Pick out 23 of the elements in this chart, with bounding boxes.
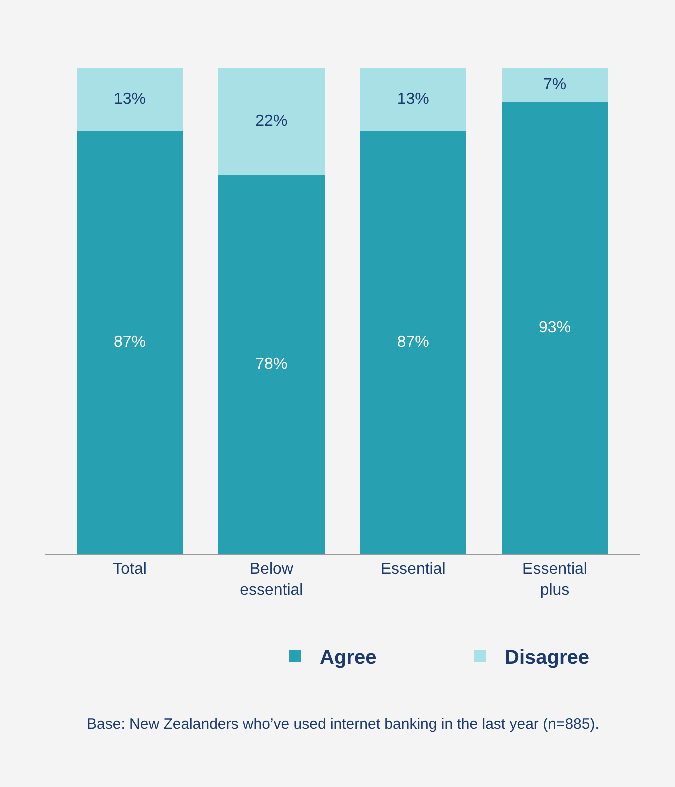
data-label: 87%: [114, 334, 146, 352]
data-label: 13%: [114, 91, 146, 108]
x-tick-label: Essential: [380, 561, 446, 578]
bar: [502, 102, 608, 554]
bar: [360, 131, 466, 554]
bar: [218, 68, 325, 175]
bar: [76, 131, 184, 554]
data-label: 13%: [397, 91, 430, 108]
bar: [76, 68, 184, 132]
legend-label: Agree: [320, 646, 377, 669]
data-label: 87%: [397, 334, 430, 352]
x-tick-label: Below essential: [240, 561, 304, 599]
bar: [360, 68, 466, 132]
data-label: 93%: [538, 320, 572, 337]
data-label: 22%: [256, 112, 288, 130]
bar: [502, 68, 608, 102]
x-tick-label: Total: [113, 561, 147, 578]
bar: [218, 174, 325, 554]
data-label: 78%: [256, 356, 288, 373]
data-label: 7%: [543, 76, 567, 94]
legend-label: Disagree: [505, 646, 590, 669]
text: Base: New Zealanders who’ve used internet banking in the last year (n=885).: [87, 716, 600, 733]
x-tick-label: Essential plus: [522, 561, 588, 599]
